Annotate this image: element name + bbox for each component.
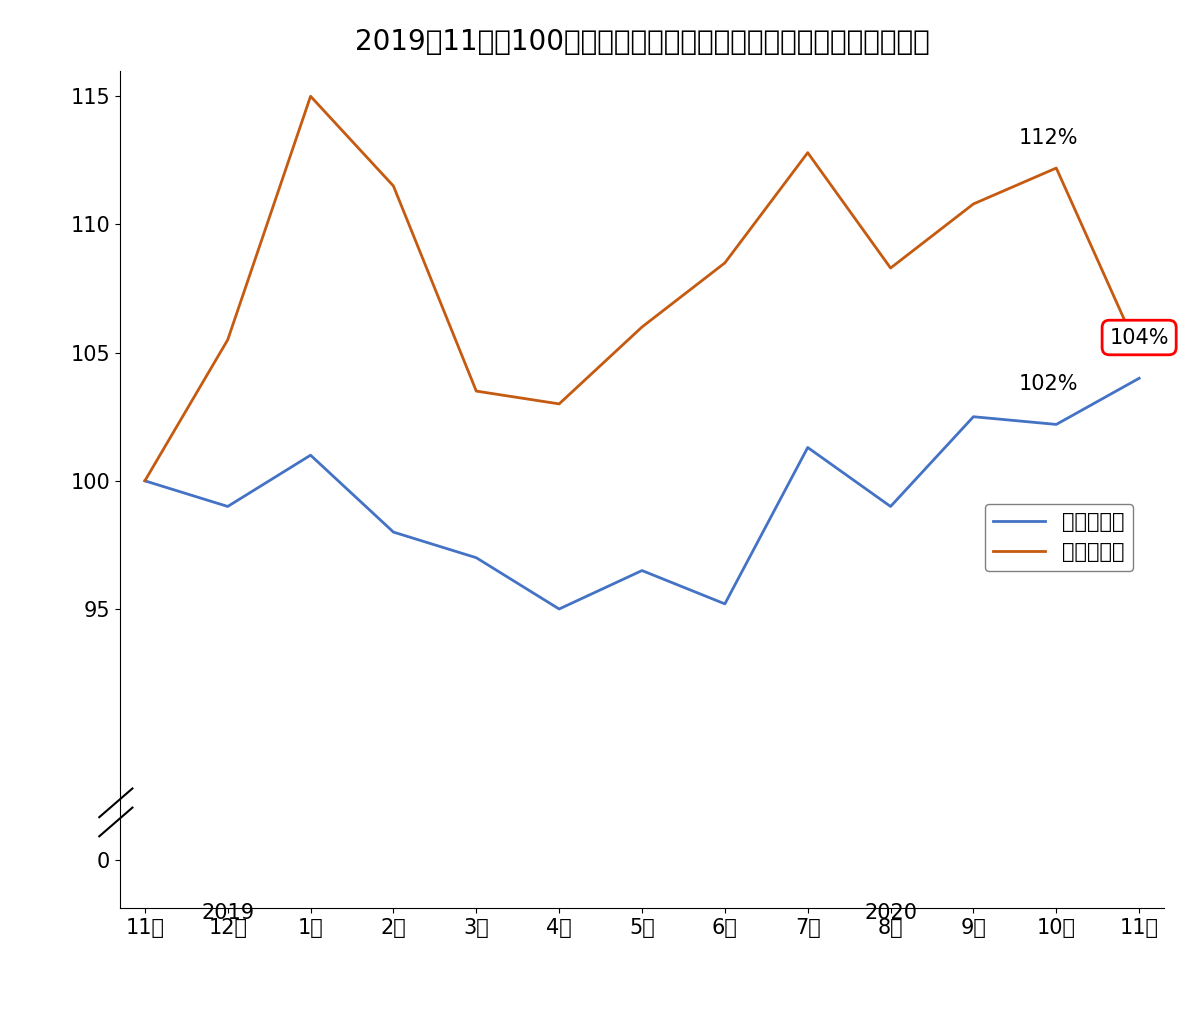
東京都多摩 (1132, 346, 1146, 358)
東京都多摩 (304, 90, 318, 102)
Text: 2020: 2020 (864, 903, 917, 923)
東京都多摩 (1049, 162, 1063, 175)
東京都区部 (966, 411, 980, 423)
東京都多摩 (221, 334, 235, 346)
Text: 104%: 104% (1109, 328, 1169, 347)
東京都多摩 (966, 198, 980, 210)
東京都区部 (304, 449, 318, 461)
東京都区部 (138, 475, 152, 487)
Line: 東京都区部: 東京都区部 (145, 378, 1139, 609)
東京都区部 (221, 500, 235, 513)
東京都区部 (800, 441, 815, 453)
東京都多摩 (883, 262, 898, 274)
東京都多摩 (552, 398, 566, 410)
東京都区部 (1132, 372, 1146, 384)
東京都区部 (386, 526, 401, 538)
東京都区部 (469, 552, 484, 564)
Text: 2019: 2019 (202, 903, 254, 923)
東京都多摩 (138, 475, 152, 487)
東京都多摩 (718, 257, 732, 269)
Line: 東京都多摩: 東京都多摩 (145, 96, 1139, 481)
東京都多摩 (386, 180, 401, 192)
Text: 112%: 112% (1019, 127, 1078, 147)
東京都区部 (718, 597, 732, 609)
東京都区部 (552, 603, 566, 615)
Legend: 東京都区部, 東京都多摩: 東京都区部, 東京都多摩 (985, 503, 1133, 571)
東京都区部 (1049, 419, 1063, 431)
東京都区部 (883, 500, 898, 513)
Text: 102%: 102% (1019, 373, 1078, 394)
東京都多摩 (469, 385, 484, 398)
Title: 2019年11月を100としたときの中古マンション㎡単価推移：東京都: 2019年11月を100としたときの中古マンション㎡単価推移：東京都 (355, 28, 929, 55)
東京都多摩 (635, 321, 649, 333)
東京都多摩 (800, 146, 815, 158)
東京都区部 (635, 564, 649, 576)
